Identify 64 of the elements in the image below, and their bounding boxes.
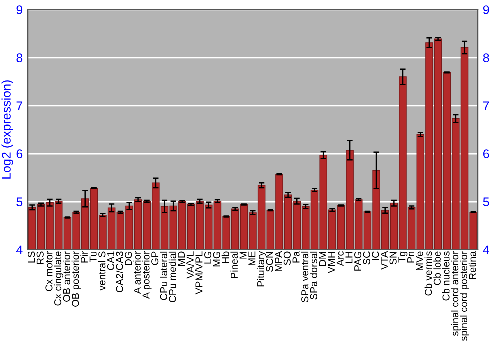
x-tick-label: DG xyxy=(125,252,132,266)
x-tick-label: PAG xyxy=(354,252,362,271)
x-tick-label: SC xyxy=(363,252,370,265)
x-tick-label: CA1 xyxy=(107,252,115,270)
x-tick-label: MD xyxy=(178,252,185,266)
y-tick-label: 8 xyxy=(16,54,23,62)
y2-tick-label: 8 xyxy=(483,54,490,62)
x-tick-label: IC xyxy=(372,252,380,260)
x-tick-label: Pir xyxy=(80,251,88,263)
x-tick-label: CPu lateral xyxy=(160,252,168,300)
y-tick-label: 4 xyxy=(16,246,23,254)
x-tick-label: Cx cingulate xyxy=(54,252,64,306)
x-tick-label: OB anterior xyxy=(63,251,70,302)
y2-tick-label: 5 xyxy=(483,198,490,207)
x-tick-label: SO xyxy=(284,252,291,266)
x-tick-label: LH xyxy=(346,252,353,264)
x-tick-label: RS xyxy=(36,252,44,264)
x-tick-label: VMH xyxy=(328,252,335,274)
x-tick-label: CPu medial xyxy=(168,252,176,302)
x-tick-label: ME xyxy=(248,252,256,266)
x-tick-label: spinal cord posterior xyxy=(460,251,470,342)
x-tick-label: spinal cord anterior xyxy=(451,251,461,336)
x-tick-label: Cb vermis xyxy=(424,252,432,296)
x-tick-label: GP xyxy=(152,252,159,266)
y-tick-label: 6 xyxy=(16,150,23,159)
x-tick-label: OB posterior xyxy=(72,251,82,307)
x-tick-label: M xyxy=(240,252,247,259)
x-tick-label: Tg xyxy=(398,252,408,263)
x-tick-label: CA2/CA3 xyxy=(116,252,124,292)
y2-tick-label: 7 xyxy=(484,102,490,110)
x-tick-label: SN xyxy=(390,252,397,265)
x-tick-label: VA/VL xyxy=(186,252,194,279)
x-tick-label: A posterior xyxy=(142,251,152,300)
x-tick-label: Cb lobe xyxy=(434,252,441,286)
x-tick-label: Hb xyxy=(222,252,230,264)
x-tick-label: A anterior xyxy=(134,251,141,294)
x-tick-label: Cb nucleus xyxy=(442,252,450,301)
x-tick-label: Pa xyxy=(292,251,300,263)
x-tick-label: MG xyxy=(213,252,220,267)
x-tick-label: VPM/VPL xyxy=(195,252,203,295)
x-tick-label: LG xyxy=(204,252,212,264)
x-tick-label: Pineal xyxy=(230,252,238,278)
y-tick-label: 5 xyxy=(16,198,23,207)
x-tick-label: DM xyxy=(319,252,326,266)
x-tick-label: SPa ventral xyxy=(301,252,309,303)
x-tick-label: MVe xyxy=(416,252,424,270)
y2-tick-label: 6 xyxy=(483,150,490,159)
x-tick-label: Cx motor xyxy=(46,251,53,292)
x-tick-label: LS xyxy=(28,252,36,263)
x-tick-label: Retina xyxy=(468,251,476,280)
y-axis-title: Log2 (expression) xyxy=(2,80,14,179)
x-tick-label: MPA xyxy=(275,251,282,272)
x-tick-label: VTA xyxy=(381,251,388,270)
x-tick-label: SPa dorsal xyxy=(310,252,318,300)
y-tick-label: 9 xyxy=(16,6,23,14)
y2-tick-label: 4 xyxy=(483,246,490,254)
x-tick-label: SCN xyxy=(266,252,274,272)
x-tick-label: Arc xyxy=(336,252,344,266)
x-tick-label: Pn xyxy=(408,252,414,263)
y2-tick-label: 9 xyxy=(483,6,490,14)
x-tick-label: Pituitary xyxy=(257,251,266,287)
x-tick-label: ventral S xyxy=(98,252,106,291)
y-tick-label: 7 xyxy=(16,102,23,110)
x-tick-label: Tu xyxy=(90,252,97,262)
